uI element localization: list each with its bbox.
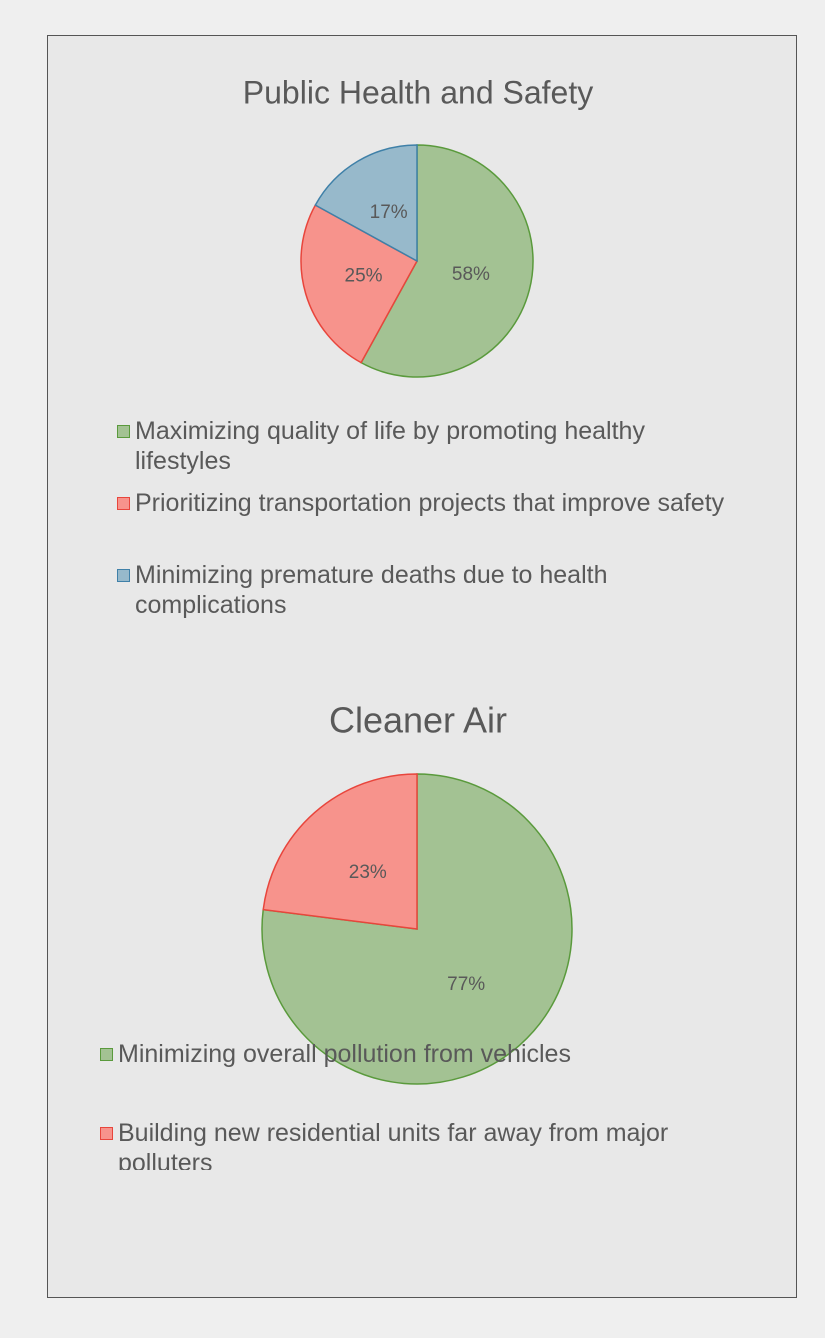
legend-label: Prioritizing transportation projects tha…	[135, 489, 725, 517]
pie-slice	[360, 144, 534, 378]
legend: Maximizing quality of life by promoting …	[117, 416, 737, 622]
data-label: 17%	[370, 202, 408, 223]
legend-label: Minimizing premature deaths due to healt…	[135, 561, 608, 619]
legend-swatch	[100, 1127, 113, 1140]
legend-label: Maximizing quality of life by promoting …	[135, 417, 645, 475]
pie-slice	[300, 204, 419, 364]
legend-swatch	[117, 569, 130, 582]
legend: Minimizing overall pollution from vehicl…	[100, 1039, 750, 1170]
chart-title: Public Health and Safety	[243, 74, 593, 110]
legend-swatch	[117, 497, 130, 510]
pie-slice	[314, 144, 418, 263]
chart-title: Cleaner Air	[329, 700, 507, 741]
legend-label: Minimizing overall pollution from vehicl…	[118, 1040, 571, 1068]
legend-label: Building new residential units far away …	[118, 1119, 669, 1170]
data-label: 25%	[345, 266, 383, 287]
pie-slice	[261, 773, 573, 1085]
legend-swatch	[117, 425, 130, 438]
legend-item: Building new residential units far away …	[100, 1118, 750, 1170]
legend-item: Prioritizing transportation projects tha…	[117, 488, 737, 560]
data-label: 58%	[452, 264, 490, 285]
legend-item: Maximizing quality of life by promoting …	[117, 416, 737, 488]
data-label: 77%	[447, 974, 485, 995]
legend-item: Minimizing overall pollution from vehicl…	[100, 1039, 750, 1118]
pie-slice	[262, 773, 418, 930]
legend-item: Minimizing premature deaths due to healt…	[117, 560, 737, 622]
data-label: 23%	[349, 862, 387, 883]
legend-swatch	[100, 1048, 113, 1061]
